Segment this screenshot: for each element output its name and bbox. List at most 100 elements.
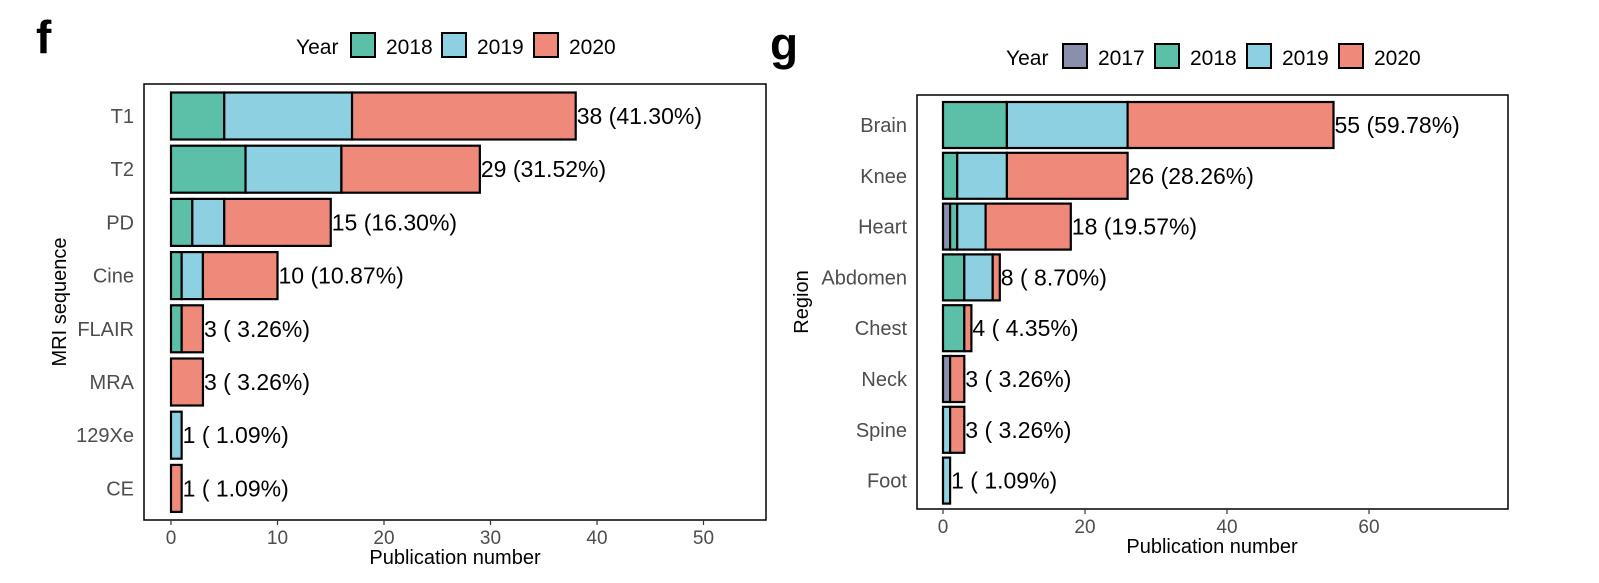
x-tick-label-f-10: 10: [267, 528, 288, 549]
x-tick-label-f-30: 30: [480, 528, 501, 549]
bar-f-mra-2020: [169, 357, 205, 407]
bar-f-t1-2020: [350, 91, 577, 141]
data-label-f-cine: 10 (10.87%): [279, 263, 404, 289]
legend-label-f-2018: 2018: [386, 36, 433, 59]
bar-f-flair-2018: [169, 304, 183, 354]
x-tick-label-g-60: 60: [1358, 517, 1379, 538]
bar-g-knee-2019: [956, 151, 1009, 200]
category-label-f-pd: PD: [106, 212, 134, 234]
data-label-f-pd: 15 (16.30%): [332, 209, 457, 235]
data-label-g-knee: 26 (28.26%): [1129, 163, 1254, 189]
legend-swatch-f-2020: [533, 32, 559, 58]
bar-f-pd-2018: [169, 197, 194, 247]
bar-f-cine-2019: [180, 251, 205, 301]
legend-label-f-2019: 2019: [477, 36, 524, 59]
legend-label-g-2018: 2018: [1190, 47, 1237, 70]
category-label-f-cine: Cine: [93, 266, 134, 288]
category-label-f-t1: T1: [111, 106, 134, 128]
data-labels-g: 55 (59.78%) 26 (28.26%) 18 (19.57%) 8 ( 8.7…: [951, 112, 1460, 494]
x-tick-label-g-40: 40: [1216, 517, 1237, 538]
bar-f-t2-2020: [340, 144, 481, 194]
bar-g-abdomen-2018: [941, 253, 966, 302]
bar-g-knee-2018: [941, 151, 959, 200]
category-label-g-heart: Heart: [858, 217, 907, 239]
x-axis-title-f: Publication number: [369, 547, 541, 569]
bar-g-heart-2019: [956, 202, 987, 251]
category-labels-g: Brain Knee Heart Abdomen Chest Neck Spine Foot: [821, 115, 908, 493]
data-label-f-129xe: 1 ( 1.09%): [183, 422, 289, 448]
bar-f-t2-2019: [244, 144, 343, 194]
plot-frame-g: [916, 94, 1509, 510]
data-label-g-chest: 4 ( 4.35%): [972, 315, 1078, 341]
data-label-f-flair: 3 ( 3.26%): [204, 316, 310, 342]
x-tick-label-f-50: 50: [693, 528, 714, 549]
category-label-g-abdomen: Abdomen: [821, 267, 907, 289]
bar-g-spine-2020: [948, 405, 966, 454]
bar-g-knee-2020: [1005, 151, 1129, 200]
bar-g-brain-2019: [1005, 100, 1129, 150]
legend-label-f-2020: 2020: [569, 36, 616, 59]
category-label-g-neck: Neck: [861, 369, 908, 391]
bar-g-abdomen-2019: [963, 253, 994, 302]
panel-f: f Year 2018 2019 2020 T1 T2 PD Cine FLAIR MRA…: [36, 11, 767, 569]
category-label-f-flair: FLAIR: [77, 319, 134, 341]
x-tick-label-g-0: 0: [938, 517, 949, 538]
x-tick-label-f-0: 0: [166, 528, 177, 549]
y-axis-title-f: MRI sequence: [49, 238, 71, 367]
bars-g: [941, 100, 1335, 505]
category-label-g-brain: Brain: [860, 115, 907, 137]
x-ticks-f: 0 10 20 30 40 50: [166, 520, 714, 549]
category-label-f-t2: T2: [111, 159, 134, 181]
category-label-f-mra: MRA: [90, 372, 135, 394]
bar-f-ce-2020: [169, 463, 183, 513]
x-ticks-g: 0 20 40 60: [938, 509, 1380, 538]
y-axis-title-g: Region: [791, 270, 813, 333]
data-label-g-foot: 1 ( 1.09%): [951, 468, 1057, 494]
data-labels-f: 38 (41.30%) 29 (31.52%) 15 (16.30%) 10 (10.…: [183, 103, 702, 501]
bar-f-pd-2019: [191, 197, 226, 247]
legend-swatch-f-2019: [441, 32, 467, 58]
legend-swatch-g-2020: [1338, 43, 1364, 69]
legend-swatch-g-2019: [1246, 43, 1272, 69]
category-label-g-spine: Spine: [856, 420, 907, 442]
data-label-g-abdomen: 8 ( 8.70%): [1001, 264, 1107, 290]
legend-f: Year 2018 2019 2020: [296, 32, 616, 59]
data-label-g-heart: 18 (19.57%): [1072, 214, 1197, 240]
legend-swatch-g-2017: [1062, 43, 1088, 69]
panel-g: g Year 2017 2018 2019 2020 Brain Knee Hear…: [770, 18, 1509, 558]
legend-swatch-f-2018: [350, 32, 376, 58]
legend-label-g-2020: 2020: [1374, 47, 1421, 70]
data-label-g-neck: 3 ( 3.26%): [965, 366, 1071, 392]
bar-g-brain-2018: [941, 100, 1009, 150]
category-label-f-ce: CE: [106, 478, 134, 500]
x-tick-label-g-20: 20: [1074, 517, 1095, 538]
bars-f: [169, 91, 577, 513]
bar-g-heart-2020: [984, 202, 1072, 251]
legend-swatch-g-2018: [1154, 43, 1180, 69]
category-label-f-129xe: 129Xe: [76, 425, 134, 447]
category-label-g-foot: Foot: [867, 471, 907, 493]
category-label-g-knee: Knee: [860, 166, 907, 188]
panel-letter-f: f: [36, 11, 52, 63]
panel-letter-g: g: [770, 18, 798, 70]
legend-label-g-2019: 2019: [1282, 47, 1329, 70]
data-label-f-ce: 1 ( 1.09%): [183, 475, 289, 501]
data-label-g-brain: 55 (59.78%): [1335, 112, 1460, 138]
bar-g-abdomen-2020: [991, 253, 1001, 302]
bar-f-flair-2020: [180, 304, 205, 354]
bar-f-t1-2019: [223, 91, 354, 141]
x-tick-label-f-40: 40: [586, 528, 607, 549]
bar-f-cine-2018: [169, 251, 183, 301]
bar-g-neck-2020: [948, 354, 966, 404]
legend-title-f: Year: [296, 36, 338, 59]
category-labels-f: T1 T2 PD Cine FLAIR MRA 129Xe CE: [76, 106, 134, 500]
bar-g-brain-2020: [1126, 100, 1335, 150]
category-label-g-chest: Chest: [855, 318, 908, 340]
bar-g-chest-2018: [941, 304, 966, 353]
legend-label-g-2017: 2017: [1098, 47, 1145, 70]
bar-f-pd-2020: [223, 197, 332, 247]
bar-g-chest-2020: [963, 304, 973, 353]
data-label-f-t1: 38 (41.30%): [577, 103, 702, 129]
bar-g-foot-2019: [941, 456, 952, 505]
